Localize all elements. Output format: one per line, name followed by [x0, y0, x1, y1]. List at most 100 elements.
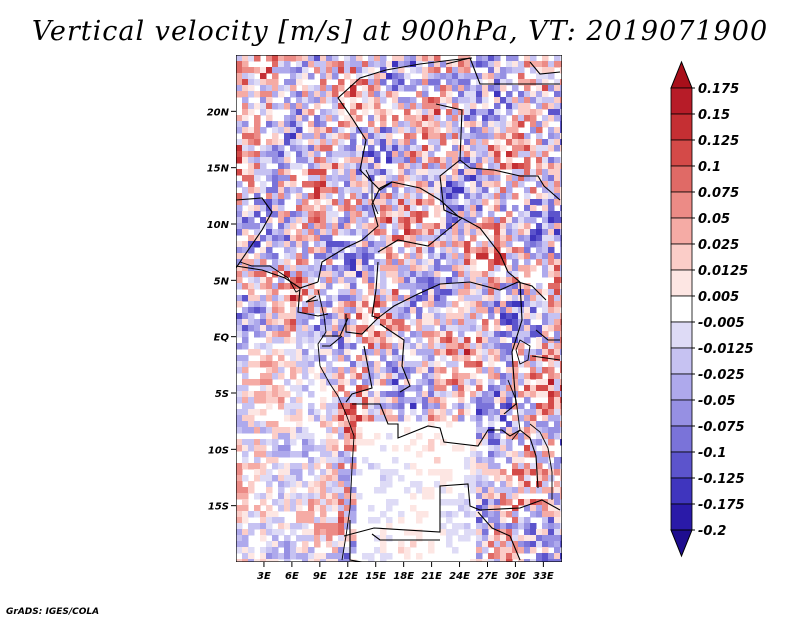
field-cell [554, 529, 561, 536]
field-cell [350, 547, 357, 554]
field-cell [548, 343, 555, 350]
field-cell [518, 469, 525, 476]
field-cell [344, 73, 351, 80]
field-cell [524, 397, 531, 404]
field-cell [416, 157, 423, 164]
field-cell [506, 385, 513, 392]
field-cell [464, 349, 471, 356]
field-cell [398, 283, 405, 290]
field-cell [482, 475, 489, 482]
field-cell [452, 547, 459, 554]
field-cell [248, 169, 255, 176]
field-cell [320, 325, 327, 332]
field-cell [518, 211, 525, 218]
field-cell [368, 331, 375, 338]
field-cell [290, 325, 297, 332]
field-cell [458, 271, 465, 278]
field-cell [350, 151, 357, 158]
field-cell [350, 541, 357, 548]
field-cell [404, 547, 411, 554]
field-cell [560, 211, 562, 218]
field-cell [272, 127, 279, 134]
field-cell [296, 205, 303, 212]
field-cell [428, 187, 435, 194]
field-cell [506, 331, 513, 338]
field-cell [242, 409, 249, 416]
field-cell [422, 259, 429, 266]
field-cell [326, 235, 333, 242]
field-cell [248, 139, 255, 146]
field-cell [296, 241, 303, 248]
field-cell [512, 523, 519, 530]
field-cell [350, 511, 357, 518]
field-cell [488, 61, 495, 68]
field-cell [242, 451, 249, 458]
field-cell [410, 193, 417, 200]
field-cell [446, 115, 453, 122]
field-cell [398, 205, 405, 212]
field-cell [458, 379, 465, 386]
field-cell [356, 331, 363, 338]
field-cell [428, 229, 435, 236]
field-cell [506, 133, 513, 140]
field-cell [266, 283, 273, 290]
field-cell [440, 475, 447, 482]
field-cell [362, 151, 369, 158]
field-cell [272, 361, 279, 368]
field-cell [380, 487, 387, 494]
field-cell [302, 307, 309, 314]
field-cell [512, 139, 519, 146]
field-cell [356, 355, 363, 362]
field-cell [482, 253, 489, 260]
field-cell [272, 349, 279, 356]
field-cell [242, 463, 249, 470]
field-cell [380, 295, 387, 302]
field-cell [446, 253, 453, 260]
field-cell [254, 439, 261, 446]
field-cell [302, 277, 309, 284]
field-cell [518, 481, 525, 488]
field-cell [560, 433, 562, 440]
field-cell [356, 187, 363, 194]
field-cell [344, 505, 351, 512]
field-cell [494, 115, 501, 122]
field-cell [560, 193, 562, 200]
field-cell [296, 361, 303, 368]
field-cell [356, 205, 363, 212]
field-cell [554, 553, 561, 560]
field-cell [560, 559, 562, 562]
field-cell [350, 505, 357, 512]
field-cell [278, 193, 285, 200]
field-cell [494, 265, 501, 272]
field-cell [392, 319, 399, 326]
field-cell [482, 499, 489, 506]
field-cell [296, 409, 303, 416]
field-cell [386, 211, 393, 218]
field-cell [380, 229, 387, 236]
field-cell [326, 205, 333, 212]
field-cell [278, 121, 285, 128]
field-cell [236, 319, 243, 326]
field-cell [278, 91, 285, 98]
field-cell [470, 217, 477, 224]
field-cell [374, 133, 381, 140]
field-cell [536, 241, 543, 248]
field-cell [476, 247, 483, 254]
field-cell [380, 319, 387, 326]
field-cell [368, 391, 375, 398]
field-cell [338, 277, 345, 284]
field-cell [440, 253, 447, 260]
field-cell [458, 181, 465, 188]
field-cell [434, 181, 441, 188]
field-cell [446, 199, 453, 206]
field-cell [398, 475, 405, 482]
field-cell [446, 97, 453, 104]
field-cell [542, 319, 549, 326]
field-cell [512, 265, 519, 272]
field-cell [374, 127, 381, 134]
field-cell [272, 313, 279, 320]
field-cell [524, 253, 531, 260]
field-cell [320, 379, 327, 386]
field-cell [488, 235, 495, 242]
